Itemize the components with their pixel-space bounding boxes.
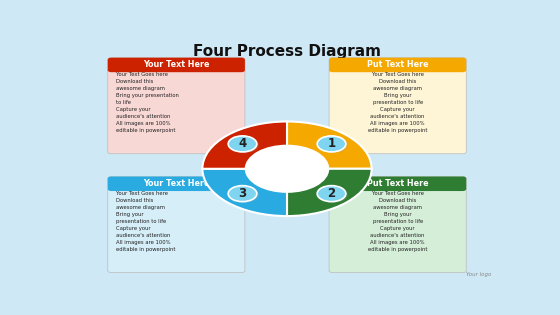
Text: Your Text Here: Your Text Here <box>143 60 209 69</box>
Text: 4: 4 <box>239 137 246 150</box>
Wedge shape <box>202 122 287 169</box>
Circle shape <box>230 186 258 202</box>
Text: Put Text Here: Put Text Here <box>367 179 428 188</box>
FancyBboxPatch shape <box>329 176 466 191</box>
Circle shape <box>228 186 257 202</box>
Circle shape <box>318 136 346 152</box>
Circle shape <box>318 186 346 202</box>
Circle shape <box>230 137 258 153</box>
Wedge shape <box>202 169 287 216</box>
Text: Your Text Goes here
Download this
awesome diagram
Bring your
presentation to lif: Your Text Goes here Download this awesom… <box>368 191 427 252</box>
Text: Four Process Diagram: Four Process Diagram <box>193 44 381 59</box>
Text: 2: 2 <box>328 187 335 200</box>
Text: Put Text Here: Put Text Here <box>367 60 428 69</box>
Text: Your Text Goes here
Download this
awesome diagram
Bring your
presentation to lif: Your Text Goes here Download this awesom… <box>368 72 427 133</box>
FancyBboxPatch shape <box>108 58 245 72</box>
Circle shape <box>230 187 259 203</box>
Wedge shape <box>287 169 372 216</box>
Circle shape <box>319 186 347 202</box>
FancyBboxPatch shape <box>329 58 466 154</box>
Circle shape <box>246 146 328 192</box>
FancyBboxPatch shape <box>108 176 245 272</box>
Circle shape <box>228 136 257 152</box>
FancyBboxPatch shape <box>108 58 245 154</box>
Text: 1: 1 <box>328 137 335 150</box>
Text: Your logo: Your logo <box>465 272 491 277</box>
FancyBboxPatch shape <box>329 176 466 272</box>
Circle shape <box>317 186 346 202</box>
Circle shape <box>228 136 257 152</box>
FancyBboxPatch shape <box>108 176 245 191</box>
Circle shape <box>317 136 346 152</box>
Text: Your Text Goes here
Download this
awesome diagram
Bring your
presentation to lif: Your Text Goes here Download this awesom… <box>116 191 176 252</box>
Text: Your Text Here: Your Text Here <box>143 179 209 188</box>
Circle shape <box>230 137 259 153</box>
Circle shape <box>319 137 348 153</box>
Circle shape <box>319 187 348 203</box>
Circle shape <box>319 137 347 153</box>
FancyBboxPatch shape <box>329 58 466 72</box>
Circle shape <box>228 186 257 202</box>
Text: 3: 3 <box>239 187 246 200</box>
Text: Your Text Goes here
Download this
awesome diagram
Bring your presentation
to lif: Your Text Goes here Download this awesom… <box>116 72 179 133</box>
Wedge shape <box>287 122 372 169</box>
